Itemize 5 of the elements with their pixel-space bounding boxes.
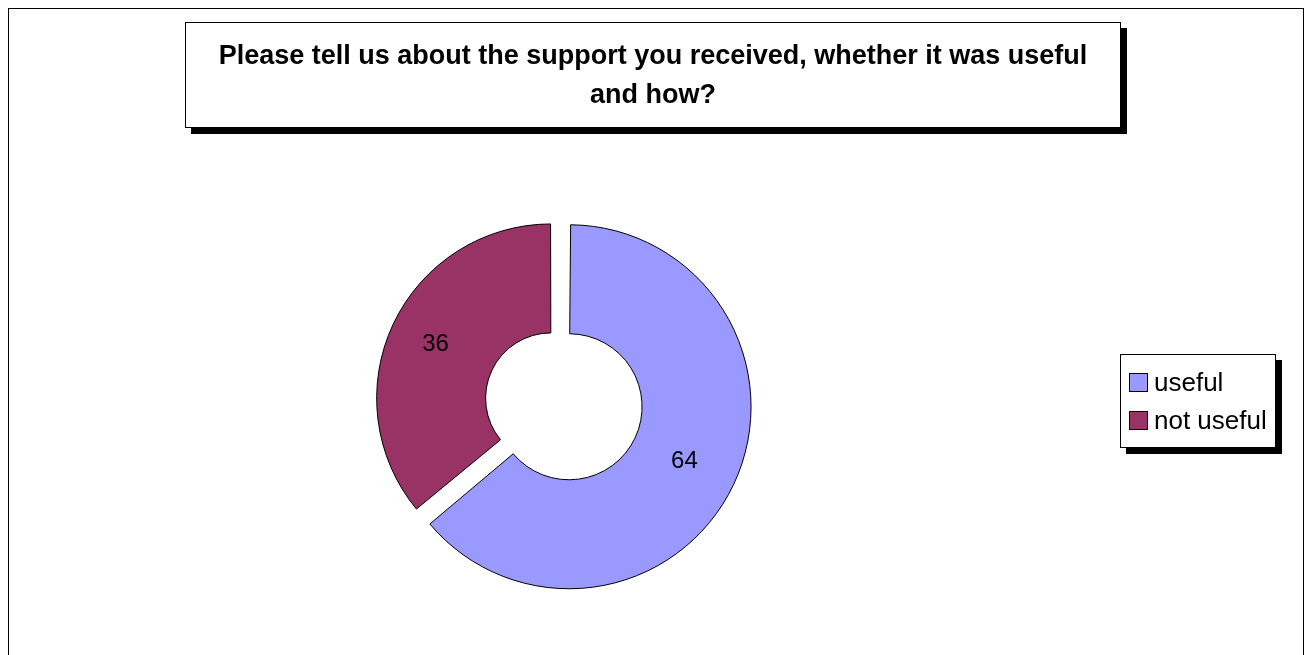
legend-label: useful	[1154, 366, 1224, 399]
chart-title: Please tell us about the support you received, whether it was useful and how?	[185, 22, 1121, 128]
data-label: 64	[671, 445, 698, 473]
data-label: 36	[422, 328, 449, 356]
legend-label: not useful	[1154, 404, 1267, 437]
